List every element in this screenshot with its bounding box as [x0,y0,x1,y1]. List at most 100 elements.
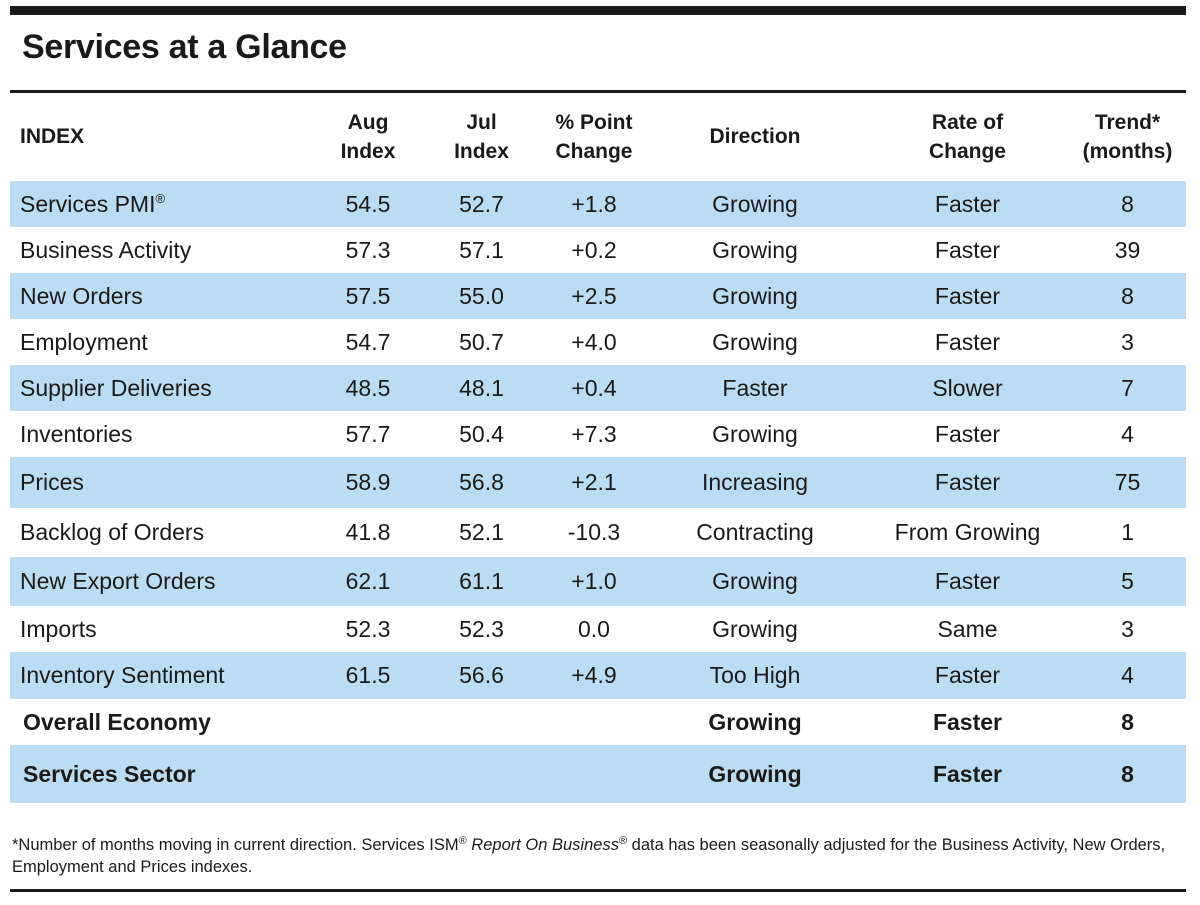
row-aug: 48.5 [317,365,419,411]
table-row: Employment 54.7 50.7 +4.0 Growing Faster… [10,319,1186,365]
bottom-rule [10,889,1186,892]
row-jul: 50.7 [459,328,504,355]
row-trend: 7 [1069,365,1186,411]
row-index: Inventory Sentiment [10,652,317,699]
table-row: New Export Orders 62.1 61.1 +1.0 Growing… [10,557,1186,606]
table-row: Supplier Deliveries 48.5 48.1 +0.4 Faste… [10,365,1186,411]
summary-rate: Faster [866,745,1069,803]
row-jul: 52.7 [419,181,544,227]
row-index: Inventories [20,420,133,447]
summary-aug [317,699,419,745]
header-trend: Trend* (months) [1082,110,1173,163]
summary-change [544,699,644,745]
row-trend: 8 [1069,273,1186,319]
summary-row-overall-economy: Overall Economy Growing Faster 8 [10,699,1186,745]
summary-aug [317,745,419,803]
row-change: +0.2 [571,236,617,263]
row-direction: Growing [712,236,798,263]
row-trend: 3 [1121,328,1134,355]
row-trend: 3 [1121,615,1134,642]
row-rate: From Growing [894,519,1041,545]
row-change: 0.0 [578,615,610,642]
summary-direction: Growing [708,708,802,735]
row-jul: 57.1 [459,236,504,263]
footnote: *Number of months moving in current dire… [12,835,1166,876]
table-row: New Orders 57.5 55.0 +2.5 Growing Faster… [10,273,1186,319]
row-trend: 39 [1114,236,1141,263]
summary-trend: 8 [1121,708,1134,735]
top-rule [10,6,1186,15]
row-direction: Growing [644,273,866,319]
row-trend: 4 [1069,652,1186,699]
row-index: Supplier Deliveries [10,365,317,411]
row-direction: Faster [644,365,866,411]
services-table: INDEX Aug Index Jul Index % Point Change Di… [10,93,1186,803]
row-aug: 61.5 [317,652,419,699]
row-jul: 61.1 [419,557,544,606]
row-direction: Growing [644,557,866,606]
row-jul: 52.3 [459,615,504,642]
row-index: Services PMI® [10,181,317,227]
table-row: Backlog of Orders 41.8 52.1 -10.3 Contra… [10,508,1186,557]
row-change: +4.9 [544,652,644,699]
row-change: +2.5 [544,273,644,319]
row-direction: Growing [712,328,798,355]
row-aug: 58.9 [317,457,419,508]
row-aug: 54.7 [345,328,391,355]
summary-change [544,745,644,803]
header-index: INDEX [20,125,85,149]
header-row: INDEX Aug Index Jul Index % Point Change Di… [10,93,1186,181]
row-aug: 57.3 [345,236,391,263]
row-index: Prices [10,457,317,508]
table-row: Business Activity 57.3 57.1 +0.2 Growing… [10,227,1186,273]
row-aug: 52.3 [345,615,391,642]
summary-index: Overall Economy [23,708,211,735]
row-index: New Orders [10,273,317,319]
row-trend: 5 [1069,557,1186,606]
summary-jul [419,699,544,745]
row-aug: 57.7 [345,420,391,447]
row-jul: 52.1 [459,519,504,545]
row-aug: 62.1 [317,557,419,606]
row-trend: 1 [1121,519,1134,545]
row-rate: Faster [866,181,1069,227]
row-direction: Growing [712,420,798,447]
row-index: New Export Orders [10,557,317,606]
table-row: Prices 58.9 56.8 +2.1 Increasing Faster … [10,457,1186,508]
header-aug: Aug Index [340,110,396,163]
row-rate: Faster [934,420,1001,447]
summary-rate: Faster [932,708,1003,735]
row-trend: 4 [1121,420,1134,447]
row-rate: Faster [866,457,1069,508]
row-index: Business Activity [20,236,192,263]
header-direction: Direction [709,125,801,149]
row-jul: 48.1 [419,365,544,411]
row-change: -10.3 [567,519,621,545]
summary-direction: Growing [644,745,866,803]
row-jul: 56.8 [419,457,544,508]
row-index: Imports [20,615,97,642]
header-rate: Rate of Change [928,110,1006,163]
row-change: +2.1 [544,457,644,508]
page-title: Services at a Glance [22,28,347,66]
row-direction: Increasing [644,457,866,508]
row-aug: 57.5 [317,273,419,319]
row-change: +0.4 [544,365,644,411]
row-rate: Faster [866,273,1069,319]
row-index: Employment [20,328,148,355]
row-rate: Slower [866,365,1069,411]
row-change: +1.0 [544,557,644,606]
row-direction: Growing [712,615,798,642]
row-direction: Too High [644,652,866,699]
row-rate: Same [937,615,998,642]
table-row: Services PMI® 54.5 52.7 +1.8 Growing Fas… [10,181,1186,227]
summary-trend: 8 [1069,745,1186,803]
row-trend: 75 [1069,457,1186,508]
summary-index: Services Sector [10,745,317,803]
row-change: +7.3 [571,420,617,447]
summary-row-services-sector: Services Sector Growing Faster 8 [10,745,1186,803]
row-aug: 54.5 [317,181,419,227]
row-rate: Faster [934,328,1001,355]
table-row: Inventory Sentiment 61.5 56.6 +4.9 Too H… [10,652,1186,699]
row-aug: 41.8 [345,519,391,545]
